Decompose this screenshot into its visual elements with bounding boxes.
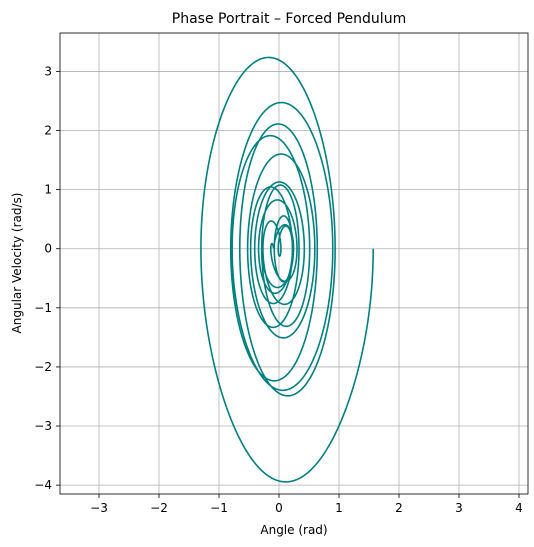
x-tick-label: −3	[90, 501, 108, 515]
plot-frame	[59, 32, 529, 495]
y-tick-label: −3	[34, 419, 52, 433]
plot-area	[200, 56, 374, 483]
x-tick-label: 3	[455, 501, 463, 515]
y-tick-label: 3	[44, 64, 52, 78]
y-tick-label: 1	[44, 183, 52, 197]
x-axis-label: Angle (rad)	[260, 523, 327, 537]
grid	[60, 33, 528, 494]
x-tick-label: 1	[335, 501, 343, 515]
chart-title: Phase Portrait – Forced Pendulum	[172, 11, 406, 27]
x-tick-label: −2	[150, 501, 168, 515]
y-axis-label: Angular Velocity (rad/s)	[10, 193, 24, 334]
phase-trajectory-line	[200, 56, 374, 483]
x-tick-label: −1	[210, 501, 228, 515]
y-tick-label: −2	[34, 360, 52, 374]
y-tick-label: 0	[44, 242, 52, 256]
y-tick-label: 2	[44, 124, 52, 138]
y-tick-label: −1	[34, 301, 52, 315]
axis-ticks: −3 −2 −1 0 1 2 3 4 −4 −3 −2 −1 0 1 2 3	[34, 64, 523, 515]
x-tick-label: 2	[395, 501, 403, 515]
x-tick-label: 4	[515, 501, 523, 515]
x-tick-label: 0	[275, 501, 283, 515]
y-tick-label: −4	[34, 478, 52, 492]
